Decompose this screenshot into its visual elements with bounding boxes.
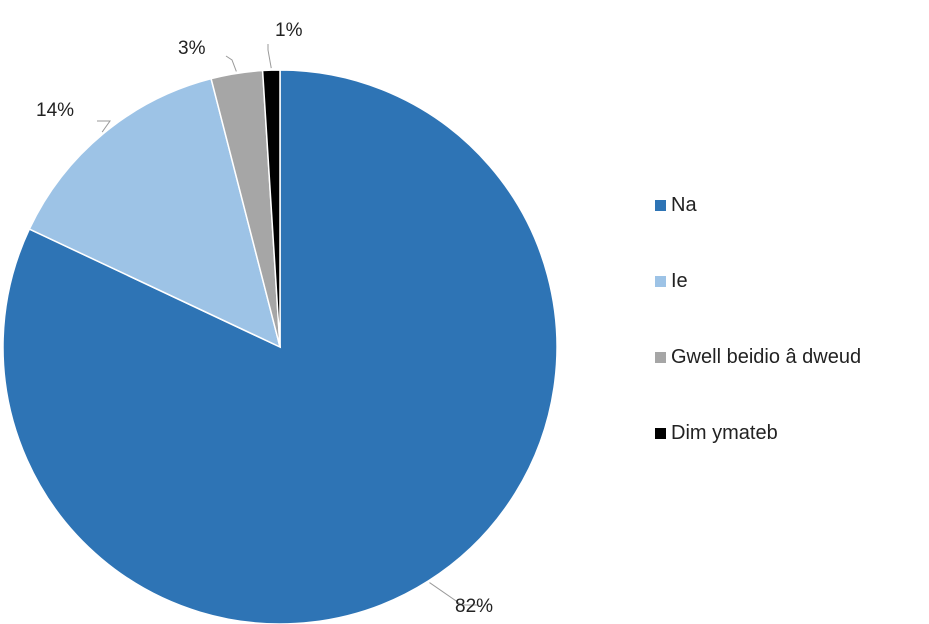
leader-lines	[97, 44, 478, 606]
leader-line-0	[429, 582, 478, 606]
legend-item-na: Na	[655, 193, 861, 217]
legend-label: Na	[671, 193, 697, 216]
legend-item-ie: Ie	[655, 269, 861, 293]
data-label-2: 3%	[178, 38, 206, 59]
pie-slice-1	[28, 77, 282, 349]
legend-swatch	[655, 199, 666, 211]
legend: Na Ie Gwell beidio â dweud Dim ymateb	[655, 193, 861, 445]
leader-line-1	[97, 120, 111, 133]
data-label-0: 82%	[455, 596, 493, 617]
legend-label: Gwell beidio â dweud	[671, 345, 862, 368]
leader-line-3	[267, 44, 272, 69]
legend-swatch	[655, 351, 666, 363]
legend-swatch	[655, 427, 666, 439]
leader-line-2	[225, 55, 237, 72]
pie-slices	[2, 69, 558, 624]
data-label-3: 1%	[275, 20, 303, 41]
legend-label: Ie	[671, 269, 688, 292]
data-label-1: 14%	[36, 100, 74, 121]
legend-item-gwell-beidio: Gwell beidio â dweud	[655, 345, 861, 369]
legend-swatch	[655, 275, 666, 287]
legend-item-dim-ymateb: Dim ymateb	[655, 421, 861, 445]
data-labels: 82% 14% 3% 1%	[36, 20, 493, 617]
pie-slice-3	[261, 69, 281, 348]
legend-label: Dim ymateb	[671, 421, 778, 444]
